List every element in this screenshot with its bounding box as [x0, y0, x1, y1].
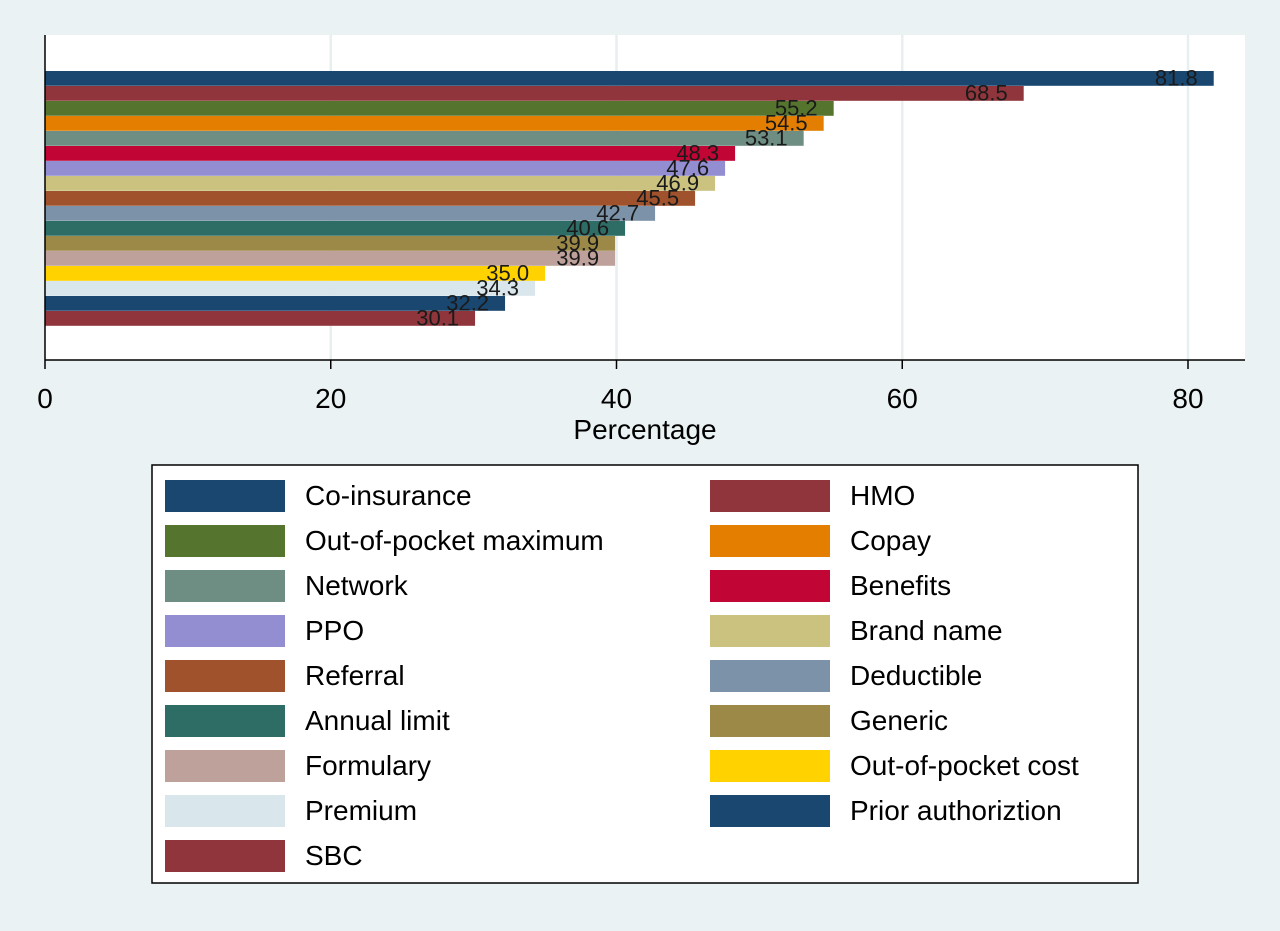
- bar-8: [45, 191, 696, 206]
- data-label-16: 30.1: [416, 305, 459, 330]
- data-label-5: 48.3: [676, 140, 719, 165]
- bar-6: [45, 161, 726, 176]
- bar-10: [45, 221, 626, 236]
- legend-label-10: Annual limit: [305, 705, 450, 736]
- legend-swatch-0: [165, 480, 285, 512]
- legend-label-2: Out-of-pocket maximum: [305, 525, 604, 556]
- legend-label-1: HMO: [850, 480, 915, 511]
- data-label-14: 34.3: [476, 275, 519, 300]
- legend-label-12: Formulary: [305, 750, 431, 781]
- bar-15: [45, 296, 506, 311]
- legend-label-13: Out-of-pocket cost: [850, 750, 1079, 781]
- bar-3: [45, 116, 824, 131]
- legend-swatch-9: [710, 660, 830, 692]
- legend-swatch-2: [165, 525, 285, 557]
- legend-label-15: Prior authoriztion: [850, 795, 1062, 826]
- bar-14: [45, 281, 536, 296]
- bar-11: [45, 236, 616, 251]
- data-label-13: 35.0: [486, 260, 529, 285]
- legend-swatch-12: [165, 750, 285, 782]
- legend-label-16: SBC: [305, 840, 363, 871]
- legend-swatch-10: [165, 705, 285, 737]
- legend-label-5: Benefits: [850, 570, 951, 601]
- bar-2: [45, 101, 834, 116]
- legend-swatch-4: [165, 570, 285, 602]
- legend-swatch-14: [165, 795, 285, 827]
- legend: Co-insurance HMO Out-of-pocket maximum Copa…: [165, 480, 1079, 872]
- bar-7: [45, 176, 716, 191]
- legend-swatch-3: [710, 525, 830, 557]
- bar-12: [45, 251, 616, 266]
- bar-0: [45, 71, 1214, 86]
- legend-swatch-15: [710, 795, 830, 827]
- data-label-3: 54.5: [765, 110, 808, 135]
- legend-label-6: PPO: [305, 615, 364, 646]
- legend-swatch-16: [165, 840, 285, 872]
- data-label-11: 39.9: [556, 230, 599, 255]
- data-label-4: 53.1: [745, 125, 788, 150]
- bar-9: [45, 206, 656, 221]
- data-label-8: 45.5: [636, 185, 679, 210]
- bar-5: [45, 146, 736, 161]
- legend-swatch-6: [165, 615, 285, 647]
- data-labels: 81.8 68.5 55.254.553.1 48.347.646.945.542.7…: [416, 65, 1197, 330]
- data-label-6: 47.6: [666, 155, 709, 180]
- legend-swatch-8: [165, 660, 285, 692]
- legend-box: [151, 464, 1139, 884]
- data-label-10: 40.6: [566, 215, 609, 240]
- data-label-15: 32.2: [446, 290, 489, 315]
- data-label-9: 42.7: [596, 200, 639, 225]
- x-tick-label-1: 20: [315, 383, 346, 414]
- legend-label-7: Brand name: [850, 615, 1003, 646]
- bar-16: [45, 311, 476, 326]
- legend-swatch-13: [710, 750, 830, 782]
- data-label-0: 81.8: [1155, 65, 1198, 90]
- bar-13: [45, 266, 546, 281]
- data-label-12: 39.9: [556, 245, 599, 270]
- bar-4: [45, 131, 804, 146]
- data-label-2: 55.2: [775, 95, 818, 120]
- bar-1: [45, 86, 1024, 101]
- legend-label-3: Copay: [850, 525, 931, 556]
- legend-swatch-5: [710, 570, 830, 602]
- legend-label-0: Co-insurance: [305, 480, 472, 511]
- legend-swatch-7: [710, 615, 830, 647]
- data-label-7: 46.9: [656, 170, 699, 195]
- x-axis-title: Percentage: [573, 414, 716, 445]
- legend-label-8: Referral: [305, 660, 405, 691]
- x-tick-label-2: 40: [601, 383, 632, 414]
- legend-swatch-1: [710, 480, 830, 512]
- x-axis: 0 20 40 60 80: [37, 35, 1245, 414]
- bars: [45, 71, 1214, 326]
- data-label-1: 68.5: [965, 80, 1008, 105]
- x-tick-label-4: 80: [1172, 383, 1203, 414]
- legend-label-4: Network: [305, 570, 409, 601]
- x-tick-label-0: 0: [37, 383, 53, 414]
- legend-label-9: Deductible: [850, 660, 982, 691]
- legend-label-11: Generic: [850, 705, 948, 736]
- x-tick-label-3: 60: [887, 383, 918, 414]
- legend-label-14: Premium: [305, 795, 417, 826]
- legend-swatch-11: [710, 705, 830, 737]
